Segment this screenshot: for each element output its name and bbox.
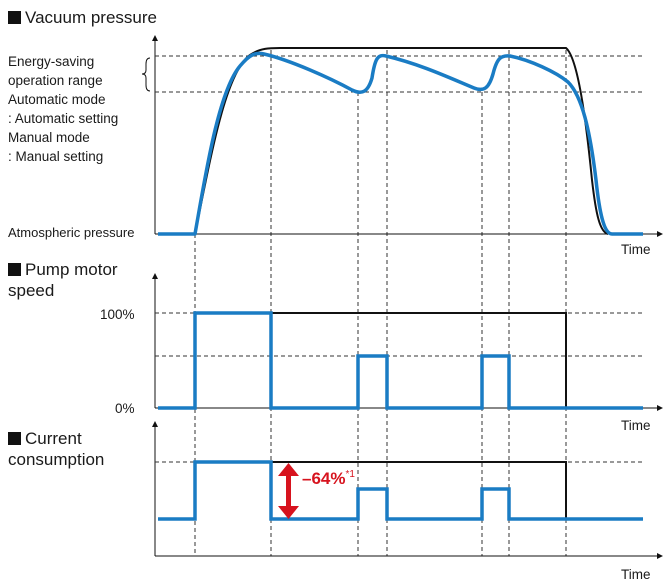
square-bullet-icon (8, 11, 21, 24)
energy-saving-vacuum-curve (158, 51, 643, 236)
motor-panel (152, 273, 663, 411)
vacuum-panel (141, 35, 663, 237)
square-bullet-icon (8, 263, 21, 276)
conventional-vacuum-curve (194, 47, 609, 235)
range-brace (141, 57, 151, 92)
auto-line-1: Automatic mode (8, 92, 106, 107)
esor-line-2: operation range (8, 73, 103, 88)
esor-line-1: Energy-saving (8, 54, 95, 69)
manual-line-2: : Manual setting (8, 149, 104, 164)
manual-line-1: Manual mode (8, 130, 90, 145)
vacuum-legend-text: Energy-saving operation range Automatic … (8, 52, 118, 166)
current-time-label: Time (621, 567, 651, 582)
reduction-label: –64%*1 (302, 469, 355, 488)
motor-0-label: 0% (115, 401, 135, 416)
auto-line-2: : Automatic setting (8, 111, 119, 126)
motor-time-label: Time (621, 418, 651, 433)
vacuum-time-label: Time (621, 242, 651, 257)
energy-saving-motor-trace (158, 311, 643, 410)
reduction-arrow (278, 463, 299, 519)
event-lines (194, 50, 567, 556)
atmospheric-pressure-label: Atmospheric pressure (8, 225, 135, 240)
energy-saving-current-trace (158, 460, 643, 521)
footnote-marker: *1 (345, 469, 355, 480)
square-bullet-icon (8, 432, 21, 445)
current-panel (152, 421, 663, 559)
vacuum-title: Vacuum pressure (8, 8, 157, 28)
current-title: Current consumption (8, 429, 105, 469)
motor-100-label: 100% (100, 307, 135, 322)
motor-title: Pump motor speed (8, 260, 118, 300)
